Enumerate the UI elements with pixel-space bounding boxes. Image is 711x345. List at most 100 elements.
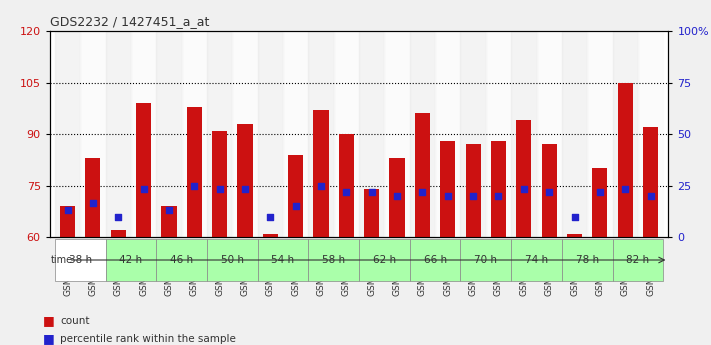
Text: 74 h: 74 h bbox=[525, 255, 548, 265]
Bar bbox=[587, 31, 613, 237]
Bar bbox=[288, 155, 304, 237]
Point bbox=[164, 207, 175, 213]
Text: 46 h: 46 h bbox=[170, 255, 193, 265]
Bar bbox=[511, 31, 537, 237]
Point bbox=[366, 190, 378, 195]
Bar bbox=[85, 158, 100, 237]
Bar bbox=[105, 31, 131, 237]
FancyBboxPatch shape bbox=[511, 239, 562, 280]
Bar bbox=[435, 31, 461, 237]
Point bbox=[62, 207, 73, 213]
Bar bbox=[390, 158, 405, 237]
Point bbox=[493, 193, 504, 199]
Text: ■: ■ bbox=[43, 314, 55, 327]
Bar bbox=[333, 31, 359, 237]
Bar bbox=[542, 145, 557, 237]
Bar bbox=[491, 141, 506, 237]
Bar bbox=[486, 31, 511, 237]
Point bbox=[594, 190, 606, 195]
Point bbox=[316, 183, 327, 188]
Bar bbox=[410, 31, 435, 237]
Text: percentile rank within the sample: percentile rank within the sample bbox=[60, 334, 236, 344]
Point bbox=[112, 214, 124, 219]
Point bbox=[87, 200, 99, 206]
Bar bbox=[212, 131, 228, 237]
Point bbox=[138, 186, 149, 192]
Bar bbox=[80, 31, 105, 237]
Bar bbox=[466, 145, 481, 237]
Bar bbox=[338, 134, 354, 237]
Text: 62 h: 62 h bbox=[373, 255, 396, 265]
Point bbox=[341, 190, 352, 195]
Point bbox=[290, 204, 301, 209]
Bar bbox=[161, 206, 176, 237]
Bar bbox=[314, 110, 328, 237]
Point bbox=[391, 193, 402, 199]
Bar bbox=[618, 82, 633, 237]
FancyBboxPatch shape bbox=[410, 239, 461, 280]
Point bbox=[569, 214, 580, 219]
Bar bbox=[364, 189, 380, 237]
Text: 70 h: 70 h bbox=[474, 255, 497, 265]
Bar bbox=[60, 206, 75, 237]
Bar bbox=[309, 31, 333, 237]
FancyBboxPatch shape bbox=[257, 239, 309, 280]
Point bbox=[619, 186, 631, 192]
Bar bbox=[257, 31, 283, 237]
Text: 82 h: 82 h bbox=[626, 255, 649, 265]
Bar bbox=[516, 120, 531, 237]
FancyBboxPatch shape bbox=[461, 239, 511, 280]
Bar bbox=[385, 31, 410, 237]
Point bbox=[442, 193, 454, 199]
Point bbox=[188, 183, 200, 188]
Text: 54 h: 54 h bbox=[272, 255, 294, 265]
Bar bbox=[187, 107, 202, 237]
Bar bbox=[156, 31, 181, 237]
FancyBboxPatch shape bbox=[359, 239, 410, 280]
Bar bbox=[232, 31, 257, 237]
Point bbox=[264, 214, 276, 219]
FancyBboxPatch shape bbox=[55, 239, 105, 280]
Bar bbox=[111, 230, 126, 237]
FancyBboxPatch shape bbox=[207, 239, 257, 280]
Bar bbox=[613, 31, 638, 237]
Text: 58 h: 58 h bbox=[322, 255, 346, 265]
Bar bbox=[181, 31, 207, 237]
Point bbox=[240, 186, 251, 192]
Bar bbox=[537, 31, 562, 237]
Bar bbox=[359, 31, 385, 237]
Bar bbox=[562, 31, 587, 237]
Text: ■: ■ bbox=[43, 332, 55, 345]
Bar bbox=[638, 31, 663, 237]
Bar bbox=[263, 234, 278, 237]
Bar bbox=[283, 31, 309, 237]
Text: 78 h: 78 h bbox=[576, 255, 599, 265]
FancyBboxPatch shape bbox=[156, 239, 207, 280]
Bar bbox=[237, 124, 252, 237]
Point bbox=[417, 190, 428, 195]
Point bbox=[645, 193, 656, 199]
Text: 42 h: 42 h bbox=[119, 255, 142, 265]
Bar bbox=[415, 114, 430, 237]
Point bbox=[214, 186, 225, 192]
Bar bbox=[131, 31, 156, 237]
Bar bbox=[207, 31, 232, 237]
Bar bbox=[136, 103, 151, 237]
Point bbox=[543, 190, 555, 195]
Bar bbox=[643, 127, 658, 237]
Bar bbox=[440, 141, 455, 237]
Text: count: count bbox=[60, 316, 90, 326]
FancyBboxPatch shape bbox=[613, 239, 663, 280]
Text: 66 h: 66 h bbox=[424, 255, 447, 265]
Text: 38 h: 38 h bbox=[69, 255, 92, 265]
Text: 50 h: 50 h bbox=[221, 255, 244, 265]
Text: time: time bbox=[51, 255, 73, 265]
Point bbox=[518, 186, 530, 192]
Bar bbox=[567, 234, 582, 237]
Point bbox=[467, 193, 479, 199]
FancyBboxPatch shape bbox=[562, 239, 613, 280]
FancyBboxPatch shape bbox=[309, 239, 359, 280]
FancyBboxPatch shape bbox=[105, 239, 156, 280]
Text: GDS2232 / 1427451_a_at: GDS2232 / 1427451_a_at bbox=[50, 16, 209, 29]
Bar bbox=[592, 168, 607, 237]
